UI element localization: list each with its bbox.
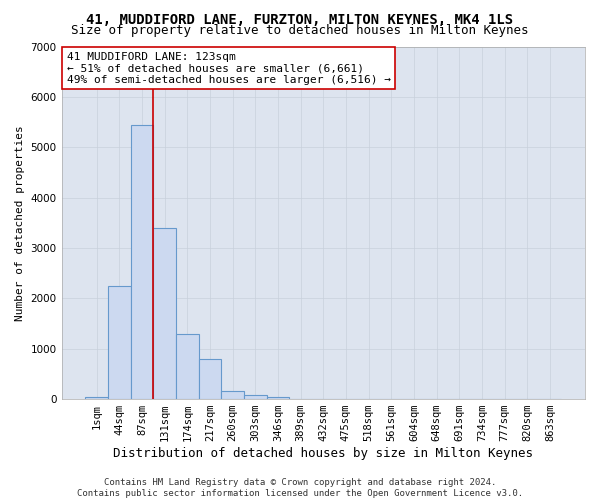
Bar bbox=[266, 396, 289, 399]
Bar bbox=[85, 396, 108, 399]
Bar bbox=[221, 390, 244, 399]
Text: 41, MUDDIFORD LANE, FURZTON, MILTON KEYNES, MK4 1LS: 41, MUDDIFORD LANE, FURZTON, MILTON KEYN… bbox=[86, 12, 514, 26]
Text: 41 MUDDIFORD LANE: 123sqm
← 51% of detached houses are smaller (6,661)
49% of se: 41 MUDDIFORD LANE: 123sqm ← 51% of detac… bbox=[67, 52, 391, 85]
X-axis label: Distribution of detached houses by size in Milton Keynes: Distribution of detached houses by size … bbox=[113, 447, 533, 460]
Text: Size of property relative to detached houses in Milton Keynes: Size of property relative to detached ho… bbox=[71, 24, 529, 37]
Bar bbox=[199, 359, 221, 399]
Bar bbox=[131, 124, 154, 399]
Bar bbox=[154, 228, 176, 399]
Bar bbox=[244, 394, 266, 399]
Bar bbox=[176, 334, 199, 399]
Bar bbox=[108, 286, 131, 399]
Y-axis label: Number of detached properties: Number of detached properties bbox=[15, 125, 25, 320]
Text: Contains HM Land Registry data © Crown copyright and database right 2024.
Contai: Contains HM Land Registry data © Crown c… bbox=[77, 478, 523, 498]
